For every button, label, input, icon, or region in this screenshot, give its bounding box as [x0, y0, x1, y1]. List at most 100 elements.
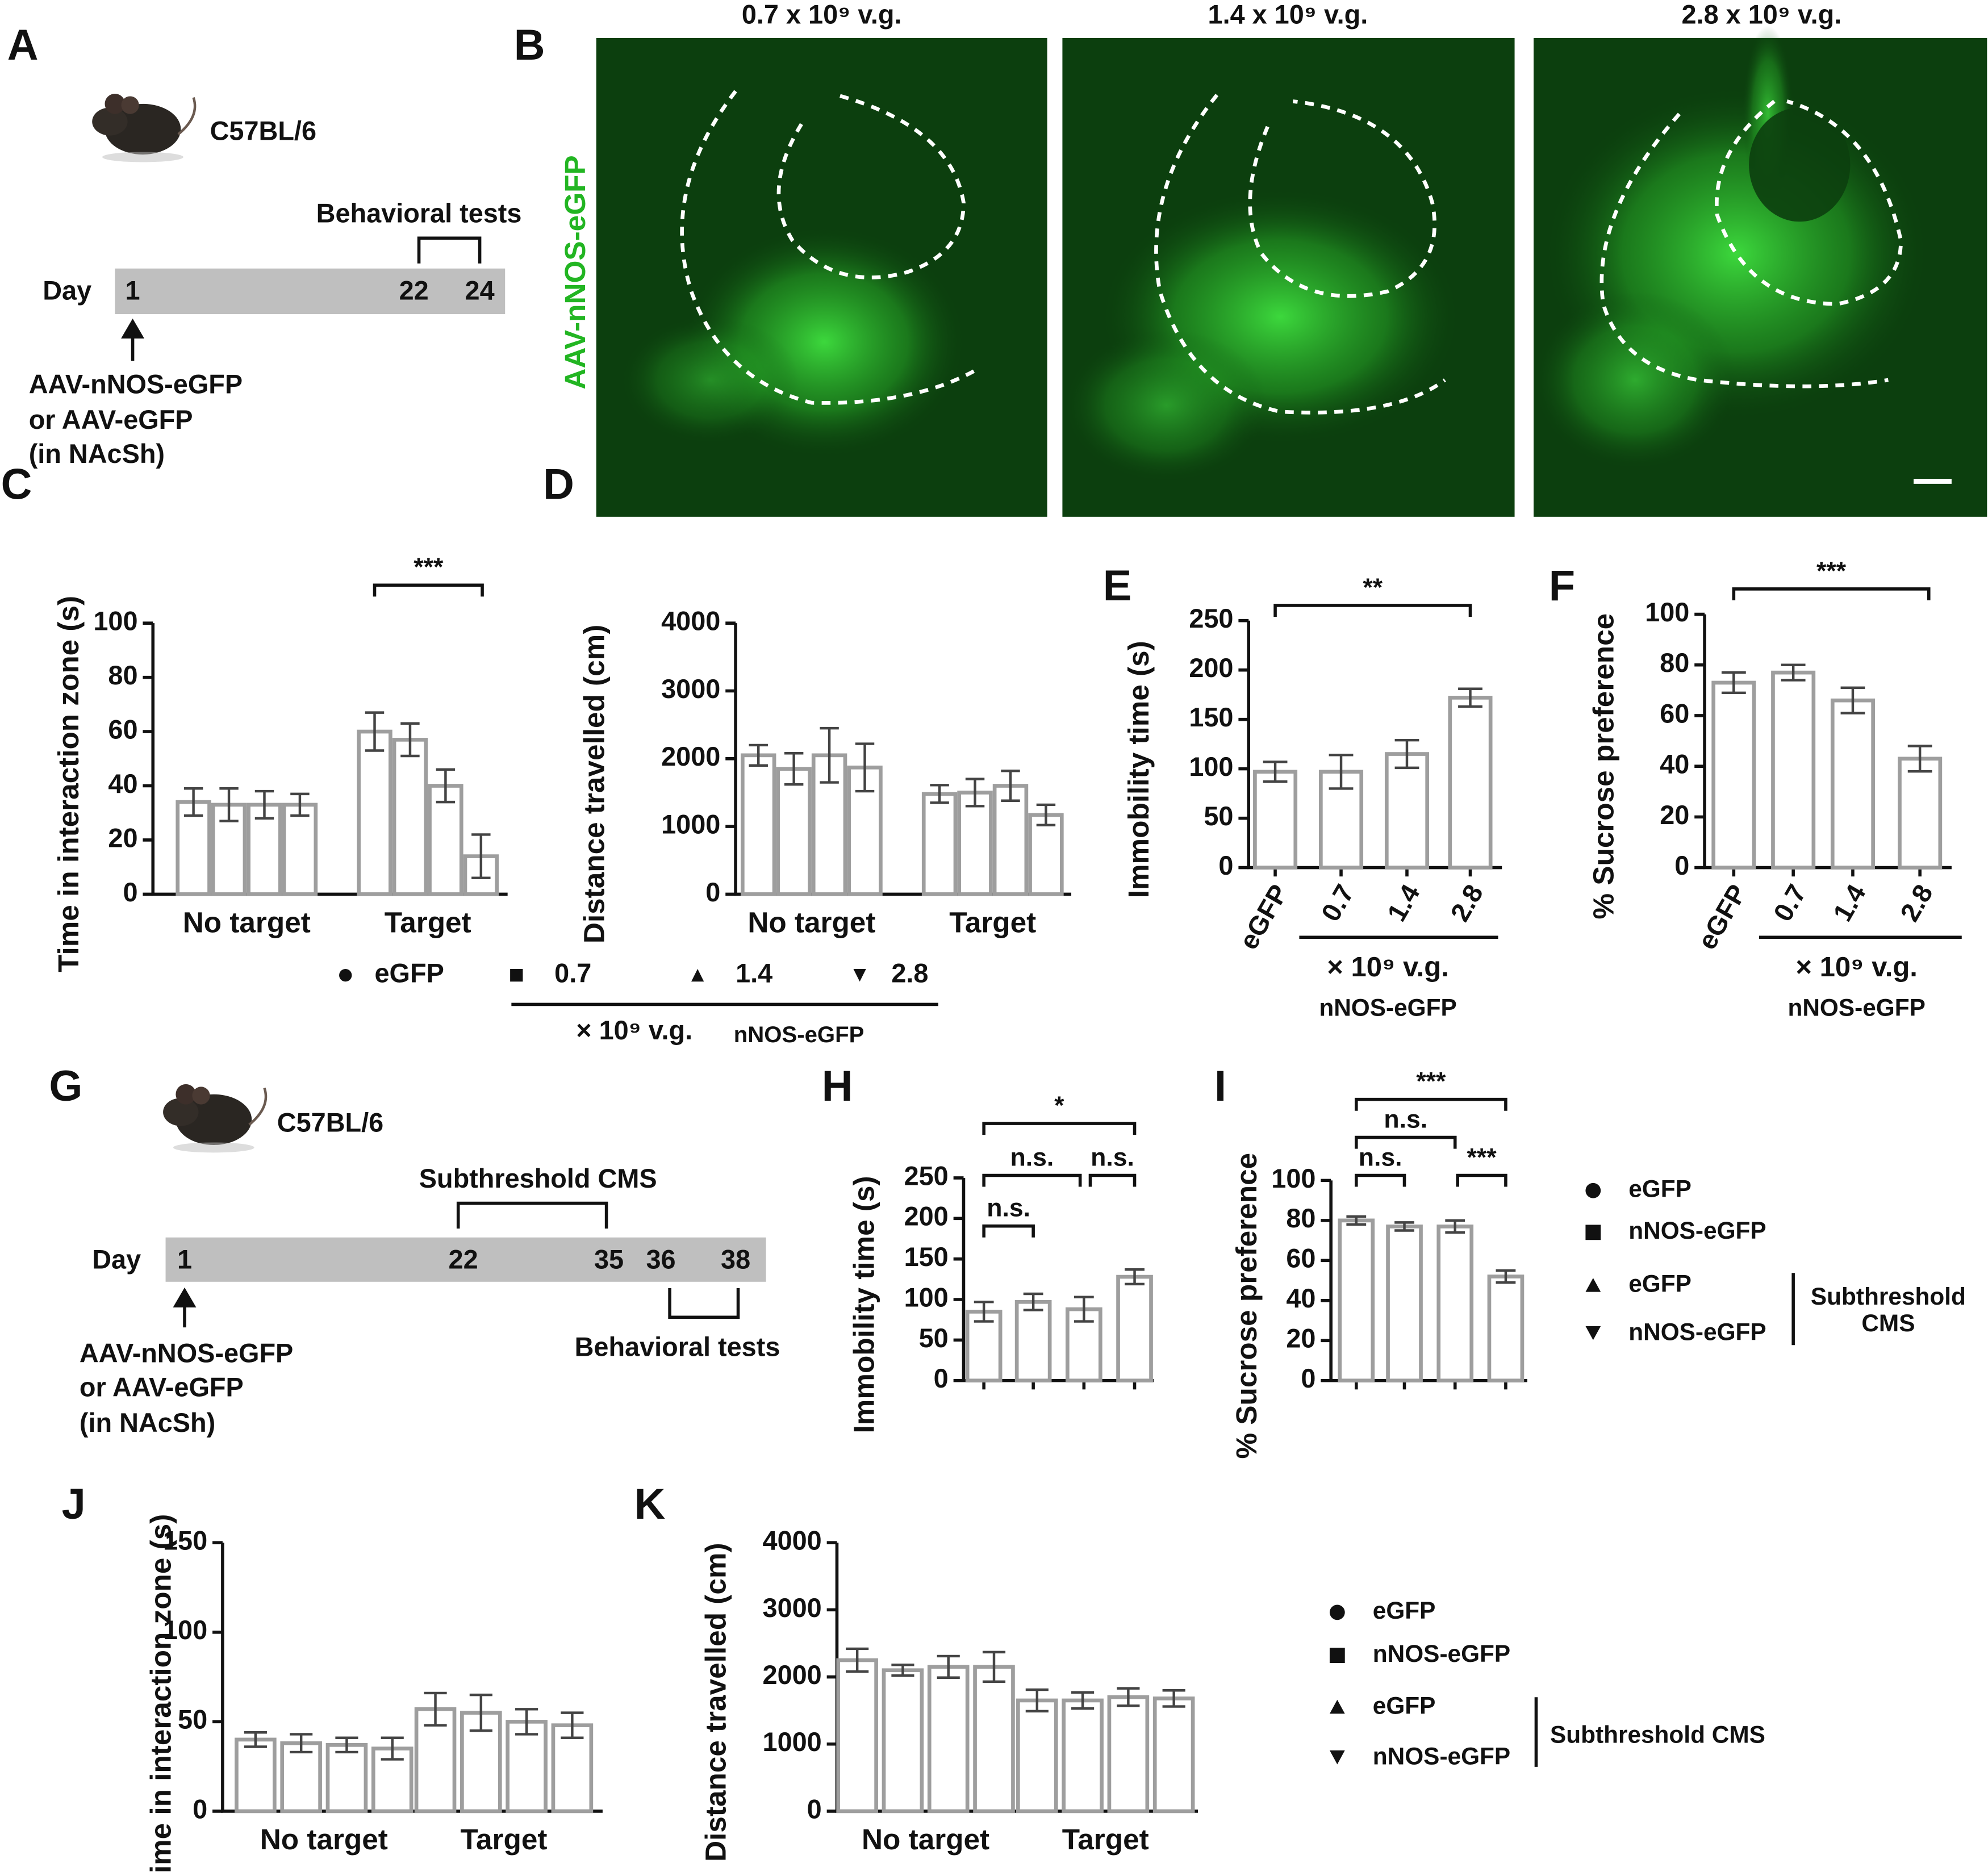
- injection: (in NAcSh): [80, 1408, 215, 1438]
- bar: [965, 1310, 1003, 1383]
- y-tick-label: 0: [705, 878, 720, 907]
- error-bar: [1394, 738, 1419, 770]
- legend-entry: eGFP: [1373, 1692, 1436, 1719]
- bar: [1116, 1275, 1153, 1383]
- y-tick-label: 0: [123, 878, 137, 907]
- error-bar: [290, 1733, 313, 1754]
- image-title: 2.8 x 10⁹ v.g.: [1682, 0, 1842, 29]
- error-bar: [561, 1711, 584, 1739]
- panel-label: H: [822, 1062, 853, 1110]
- bar: [1898, 757, 1943, 870]
- stain-label: AAV-nNOS-eGFP: [559, 155, 591, 389]
- x-tick-label: eGFP: [1692, 879, 1752, 954]
- error-bar: [290, 792, 310, 817]
- y-tick-label: 60: [1660, 699, 1689, 728]
- y-tick-label: 1000: [661, 809, 720, 839]
- sig-label: ***: [1416, 1067, 1446, 1095]
- y-tick-label: 3000: [661, 674, 720, 704]
- bar: [1487, 1275, 1525, 1383]
- sig-bracket: [982, 1224, 1035, 1238]
- y-tick-label: 0: [1674, 851, 1689, 880]
- y-tick-label: 250: [1189, 604, 1233, 633]
- error-bar: [335, 1736, 358, 1754]
- error-bar: [244, 1731, 267, 1748]
- y-tick-label: 60: [108, 714, 137, 744]
- bar: [1152, 1696, 1195, 1814]
- arrow: [121, 318, 145, 361]
- x-axis-label: × 10⁹ v.g.: [1327, 952, 1449, 983]
- bar: [1386, 1225, 1423, 1383]
- error-bar: [891, 1664, 914, 1677]
- injection: AAV-nNOS-eGFP: [80, 1339, 293, 1368]
- sig-label: **: [1363, 574, 1383, 601]
- x-tick-label: 0.7: [1315, 879, 1360, 926]
- sig-label: n.s.: [1010, 1143, 1054, 1171]
- y-tick-label: 250: [904, 1161, 949, 1190]
- y-tick-label: 100: [163, 1615, 207, 1645]
- legend-cd: eGFP 0.7 1.4 2.8 × 10⁹ v.g. nNOS-eGFP: [339, 959, 938, 1047]
- legend-unit: × 10⁹ v.g.: [576, 1016, 692, 1045]
- error-bar: [930, 784, 949, 804]
- legend-group: CMS: [1861, 1310, 1915, 1336]
- sig-bracket: [373, 583, 484, 597]
- micrograph: 0.7 x 10⁹ v.g.: [596, 0, 1047, 517]
- error-bar: [749, 743, 768, 767]
- y-tick-label: 0: [193, 1794, 207, 1824]
- x-tick-label: No target: [862, 1823, 989, 1856]
- y-tick-label: 20: [108, 823, 137, 853]
- y-tick-label: 50: [178, 1705, 207, 1735]
- sig-label: n.s.: [987, 1194, 1030, 1222]
- x-tick-label: No target: [747, 906, 875, 938]
- sig-label: ***: [414, 553, 444, 581]
- bar: [1338, 1218, 1375, 1383]
- y-tick-label: 20: [1286, 1324, 1315, 1353]
- panel-label: J: [62, 1480, 86, 1528]
- day-label: Day: [43, 276, 91, 306]
- legend-entry: eGFP: [1373, 1597, 1436, 1624]
- y-tick-label: 50: [919, 1323, 949, 1353]
- mouse-icon: [163, 1084, 266, 1152]
- day: 36: [646, 1244, 675, 1274]
- y-axis-label: Distance travelled (cm): [578, 625, 610, 943]
- injection: AAV-nNOS-eGFP: [29, 370, 243, 399]
- error-bar: [254, 789, 274, 820]
- error-bar: [219, 787, 239, 822]
- bar: [176, 800, 211, 896]
- bar: [357, 729, 392, 896]
- y-tick-label: 80: [1660, 648, 1689, 678]
- error-bar: [365, 711, 385, 752]
- bar: [957, 791, 993, 896]
- sig-bracket: [1456, 1173, 1507, 1187]
- legend-jk: eGFP nNOS-eGFP eGFP nNOS-eGFP Subthresho…: [1329, 1597, 1765, 1769]
- error-bar: [846, 1647, 869, 1673]
- error-bar: [1125, 1268, 1145, 1286]
- sig-label: n.s.: [1091, 1143, 1134, 1171]
- sig-bracket: [982, 1173, 1082, 1187]
- legend-group: Subthreshold: [1811, 1283, 1966, 1310]
- y-tick-label: 3000: [763, 1593, 822, 1623]
- panel-label: K: [634, 1480, 666, 1528]
- y-tick-label: 4000: [763, 1526, 822, 1556]
- sig-label: ***: [1467, 1143, 1497, 1171]
- y-tick-label: 100: [93, 607, 137, 636]
- injection: (in NAcSh): [29, 439, 165, 469]
- day: 35: [594, 1244, 624, 1274]
- panel-label: E: [1103, 562, 1132, 610]
- bar: [973, 1665, 1015, 1814]
- day: 22: [449, 1244, 478, 1274]
- error-bar: [515, 1708, 538, 1736]
- bar: [1436, 1225, 1474, 1383]
- y-tick-label: 80: [1286, 1204, 1315, 1233]
- bar: [1014, 1299, 1052, 1383]
- bar: [882, 1668, 924, 1814]
- window-label: Behavioral tests: [575, 1332, 780, 1361]
- y-tick-label: 40: [1286, 1284, 1315, 1313]
- legend-hi: eGFP nNOS-eGFP eGFP nNOS-eGFP Subthresho…: [1585, 1175, 1966, 1345]
- strain: C57BL/6: [210, 116, 316, 146]
- image-title: 0.7 x 10⁹ v.g.: [742, 0, 902, 29]
- y-tick-label: 150: [904, 1242, 949, 1272]
- legend-entry: 2.8: [891, 959, 928, 988]
- error-bar: [424, 1691, 447, 1727]
